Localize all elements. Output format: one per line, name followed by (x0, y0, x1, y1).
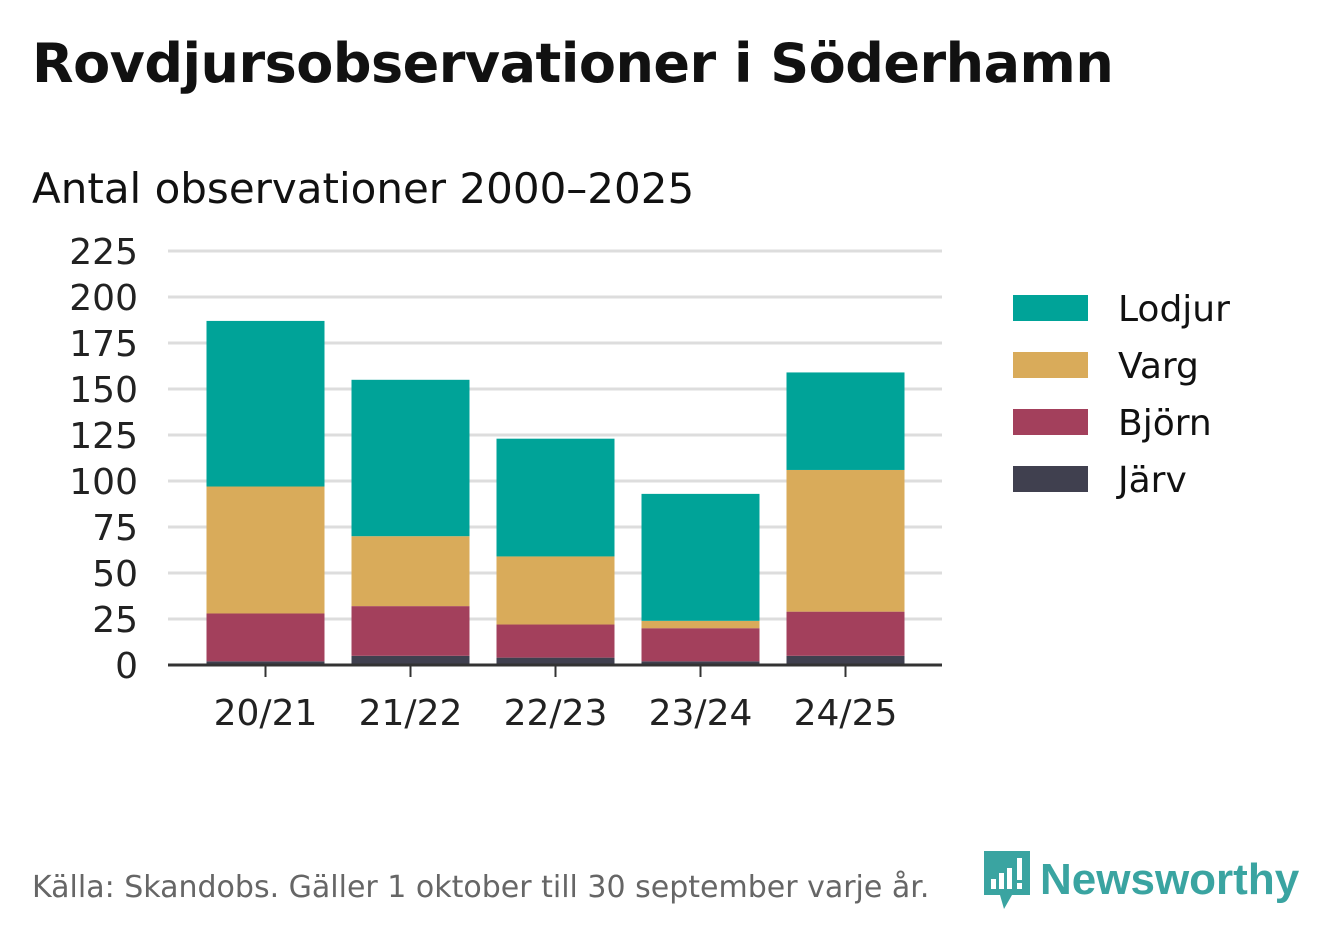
bar-varg-23-24 (641, 620, 760, 629)
bar-jarv-24-25 (786, 655, 905, 665)
y-tick-label: 25 (92, 600, 138, 641)
bar-varg-24-25 (786, 469, 905, 612)
legend-label-jarv: Järv (1116, 460, 1187, 501)
chart-title: Rovdjursobservationer i Söderhamn (32, 32, 1114, 95)
bar-bjorn-23-24 (641, 628, 760, 662)
x-tick-label: 22/23 (504, 693, 608, 734)
bar-lodjur-21-22 (351, 379, 470, 537)
x-tick-label: 24/25 (794, 693, 898, 734)
bar-lodjur-22-23 (496, 438, 615, 557)
x-tick-label: 21/22 (359, 693, 463, 734)
bar-jarv-23-24 (641, 661, 760, 665)
y-tick-label: 50 (92, 554, 138, 595)
legend-swatch-lodjur (1013, 295, 1088, 321)
bar-jarv-20-21 (206, 661, 325, 665)
legend-label-varg: Varg (1118, 346, 1199, 387)
bar-lodjur-20-21 (206, 320, 325, 487)
legend-label-bjorn: Björn (1118, 403, 1212, 444)
bar-chart-speech-icon (984, 851, 1030, 909)
bar-jarv-21-22 (351, 655, 470, 665)
y-tick-label: 225 (69, 232, 138, 273)
y-tick-label: 0 (115, 646, 138, 687)
y-tick-label: 200 (69, 278, 138, 319)
bar-lodjur-24-25 (786, 372, 905, 470)
bar-bjorn-22-23 (496, 624, 615, 658)
newsworthy-logo: Newsworthy (982, 848, 1299, 912)
y-tick-label: 75 (92, 508, 138, 549)
y-tick-label: 125 (69, 416, 138, 457)
bar-bjorn-20-21 (206, 613, 325, 662)
x-tick-label: 23/24 (649, 693, 753, 734)
bar-varg-21-22 (351, 536, 470, 607)
source-note: Källa: Skandobs. Gäller 1 oktober till 3… (32, 870, 930, 905)
y-tick-label: 150 (69, 370, 138, 411)
y-tick-label: 100 (69, 462, 138, 503)
bar-bjorn-21-22 (351, 606, 470, 656)
bar-bjorn-24-25 (786, 611, 905, 656)
brand-name: Newsworthy (1040, 855, 1300, 904)
chart-subtitle: Antal observationer 2000–2025 (32, 164, 695, 213)
legend-swatch-jarv (1013, 466, 1088, 492)
legend-swatch-varg (1013, 352, 1088, 378)
bar-varg-22-23 (496, 556, 615, 625)
x-tick-label: 20/21 (214, 693, 318, 734)
legend: Lodjur Varg Björn Järv (1013, 289, 1230, 501)
bar-varg-20-21 (206, 486, 325, 614)
axes: 0 25 50 75 100 125 150 175 200 225 20/21 21/22 22/23… (69, 232, 942, 734)
y-tick-label: 175 (69, 324, 138, 365)
legend-label-lodjur: Lodjur (1118, 289, 1230, 330)
bar-series (206, 320, 905, 665)
bar-jarv-22-23 (496, 657, 615, 665)
legend-swatch-bjorn (1013, 409, 1088, 435)
bar-lodjur-23-24 (641, 493, 760, 621)
